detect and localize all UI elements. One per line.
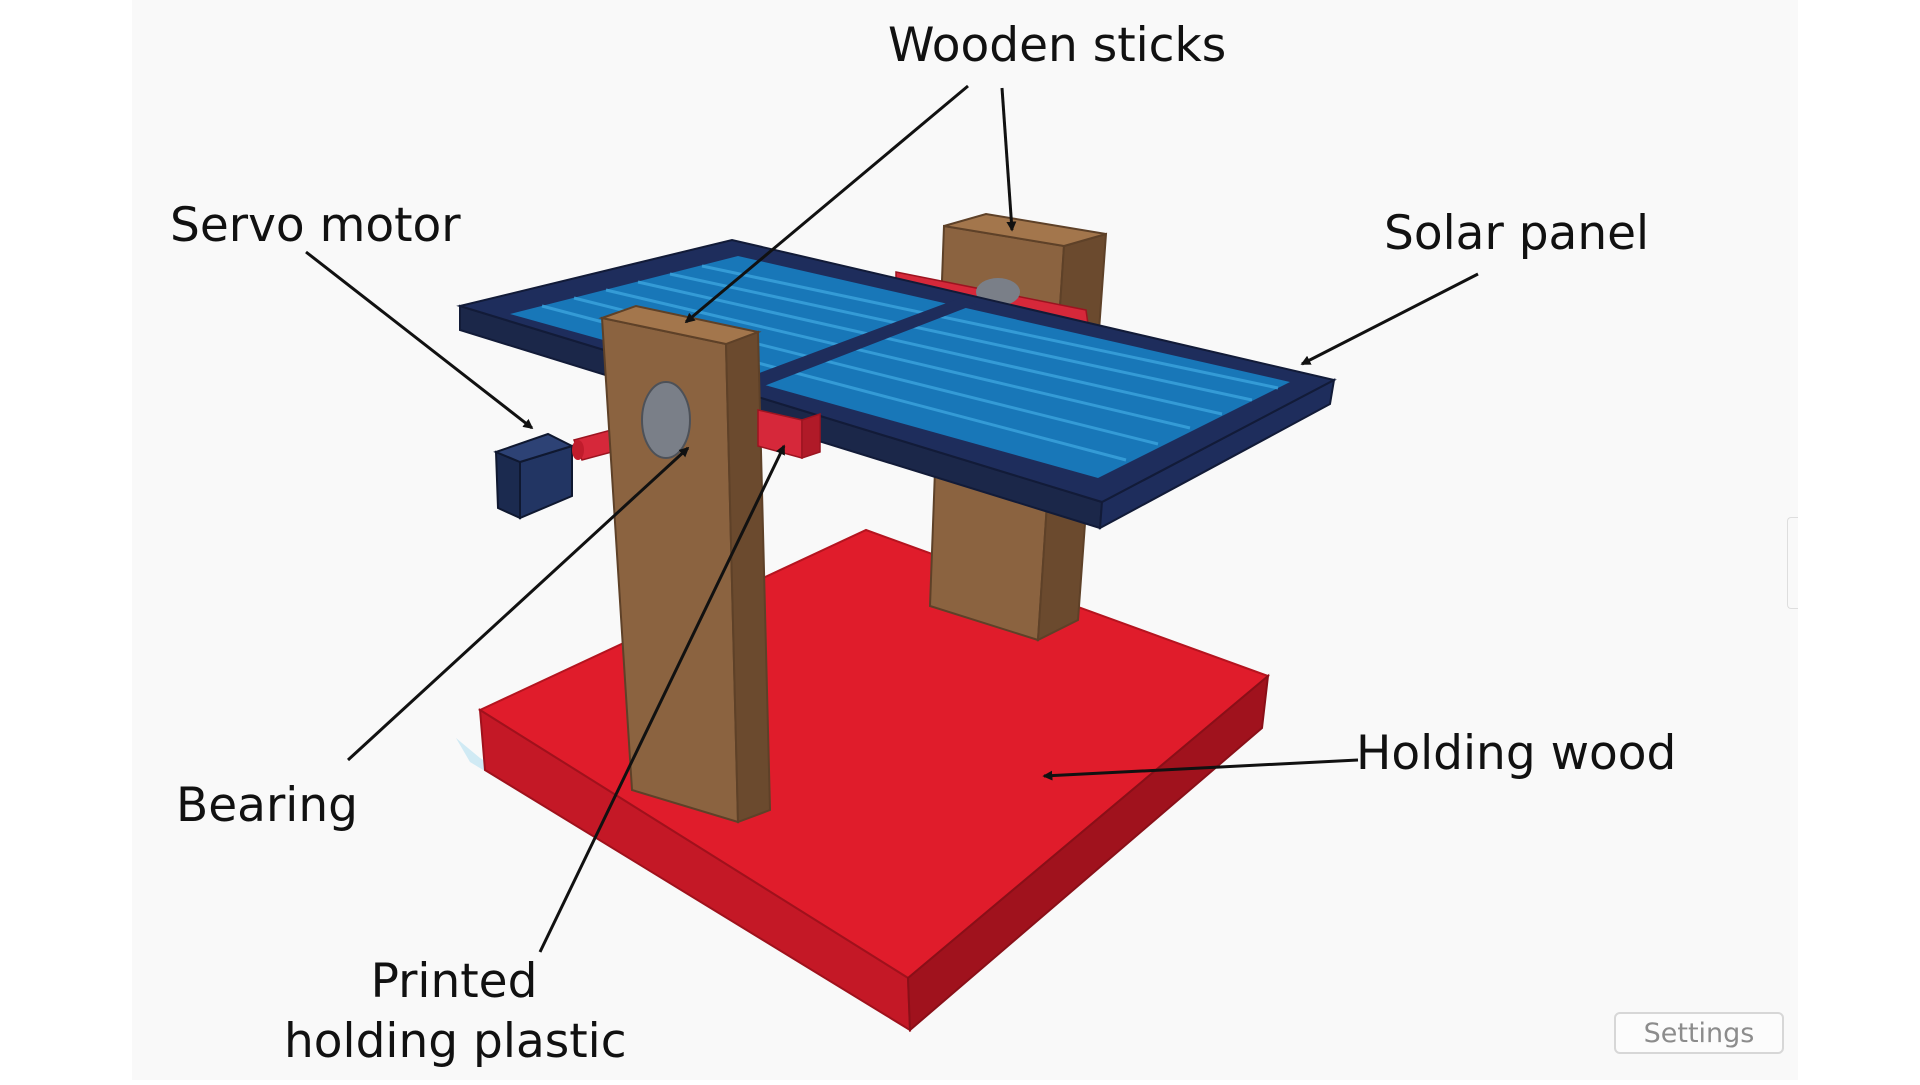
label-holding-wood: Holding wood (1356, 726, 1677, 781)
label-solar-panel: Solar panel (1384, 206, 1650, 261)
servo-front (494, 450, 521, 520)
arrow-holding-wood (1042, 758, 1359, 781)
label-servo-motor: Servo motor (170, 198, 461, 253)
panel-divider (746, 298, 976, 386)
arrow-servo-motor (305, 250, 534, 430)
bearing-hole (641, 381, 691, 459)
plastic-side (801, 412, 821, 460)
front-wooden-stick (598, 304, 772, 824)
annotation-arrows (305, 84, 1479, 953)
rear-stick-top (943, 212, 1107, 248)
label-wooden-sticks: Wooden sticks (888, 18, 1227, 73)
front-stick-top (598, 304, 762, 346)
side-panel-tab[interactable] (1787, 517, 1798, 609)
arrow-wooden-sticks-front (684, 84, 969, 324)
servo-top (493, 432, 575, 464)
label-printed-line1: Printed (370, 954, 538, 1009)
label-printed-line2: holding plastic (284, 1013, 627, 1069)
label-bearing: Bearing (176, 778, 358, 833)
servo-motor (493, 432, 575, 520)
arrow-printed-holding-plastic (538, 444, 786, 953)
base-right (906, 673, 1270, 1033)
arrow-solar-panel (1300, 272, 1479, 366)
arrow-bearing (346, 446, 690, 762)
axle-end (572, 440, 584, 460)
settings-button[interactable]: Settings (1614, 1012, 1784, 1054)
panel-cells (510, 256, 1290, 478)
arrow-wooden-sticks-rear (1000, 87, 1017, 232)
printed-holding-plastic (757, 409, 821, 460)
label-printed-holding-plastic: Printed holding plastic (284, 952, 627, 1071)
